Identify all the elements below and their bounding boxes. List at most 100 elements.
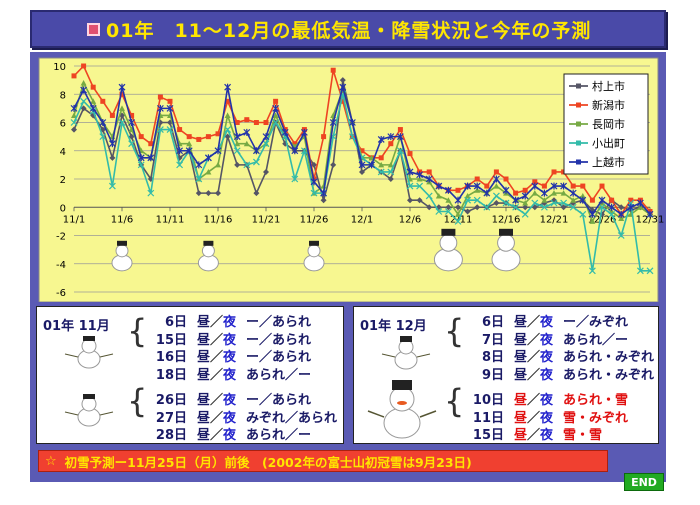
snow-day: 15日 [472,428,504,443]
data-point-stroke [224,126,232,133]
data-point-stroke [377,168,385,176]
snow-condition: ー／あられ [246,393,312,408]
snow-day: 15日 [155,332,187,348]
data-point [224,83,232,91]
data-point [521,192,529,200]
data-point [550,182,558,190]
data-point [570,197,577,203]
data-point [387,133,395,141]
data-point [186,140,193,147]
slash-label: ／ [210,350,224,365]
forecast-text: 初雪予測ー11月25日（月）前後 (2002年の富士山初冠雪は9月23日) [64,454,472,470]
data-point-stroke [291,175,299,183]
data-point [119,105,125,111]
data-point-stroke [396,147,404,155]
data-point [618,215,625,222]
data-point [522,204,529,211]
brace-icon: { [444,312,465,350]
data-point [454,196,462,204]
data-point [243,128,251,136]
large-snowman-icon [433,228,463,272]
data-point-stroke [464,196,472,204]
data-point [320,189,328,197]
data-point [541,197,548,203]
legend-marker [576,140,581,146]
data-point [378,155,384,161]
snow-condition: あられ／ー [246,428,312,443]
data-point [340,98,346,104]
data-point [473,196,481,204]
data-point-stroke [243,161,251,169]
day-label: 昼 [514,315,528,330]
day-label: 昼 [514,350,528,365]
data-point [70,104,78,112]
data-point [358,161,366,169]
data-point-stroke [387,168,395,176]
day-label: 昼 [197,393,211,408]
data-point [484,183,490,189]
x-tick-label: 12/1 [351,214,373,225]
data-point [215,190,221,197]
y-tick-label: 2 [60,175,66,186]
night-label: 夜 [540,315,554,330]
plot-area [38,57,659,302]
day-label: 昼 [197,367,211,383]
x-tick-label: 12/26 [588,214,617,225]
snow-condition: あられ／ー [563,332,629,348]
night-label: 夜 [223,315,237,330]
data-point [493,200,500,207]
data-point [464,208,471,215]
data-point [196,136,202,142]
november-title: 01年 11月 [43,319,110,334]
snow-row: 18日 昼／夜 あられ／ー [135,364,337,383]
data-point-stroke [540,203,548,211]
data-point [100,98,106,104]
data-point [474,187,481,193]
snow-day: 18日 [155,367,187,383]
data-point [579,192,586,199]
day-label: 昼 [197,428,211,443]
snow-row: 28日 昼／夜 あられ／ー [135,424,337,443]
data-point-stroke [99,133,107,141]
data-point [359,168,365,175]
december-snow-box: 01年 12月 { { 6日 昼／夜 ー／みぞれ 7日 昼／夜 あられ／ー 8日 昼／夜 あられ… [353,306,659,444]
snow-row: 16日 昼／夜 ー／あられ [135,346,337,365]
night-label: 夜 [540,428,554,443]
end-button[interactable]: END [624,473,664,491]
data-point [521,210,529,218]
data-point [588,210,596,218]
data-point [503,176,509,182]
data-point-stroke [108,182,116,190]
data-point-stroke [252,158,260,166]
snow-row: 9日 昼／夜 あられ・みぞれ [452,364,654,383]
data-point [166,104,174,112]
data-point [320,197,327,204]
data-point [109,154,116,161]
data-point [560,182,568,190]
x-tick-label: 11/11 [156,214,185,225]
data-point-stroke [425,192,433,200]
data-point [628,197,634,203]
snow-row: 11日 昼／夜 雪・みぞれ [452,407,654,426]
snow-condition: あられ・みぞれ [563,350,655,365]
legend-marker [576,121,581,127]
day-label: 昼 [514,367,528,383]
data-point [513,190,519,196]
data-point [416,176,423,182]
snow-condition: ー／あられ [246,332,312,348]
y-tick-label: -6 [56,288,66,299]
data-point [387,176,394,182]
data-point [263,168,269,175]
legend-marker [576,159,581,165]
snowman-head [307,244,321,258]
data-point [291,147,299,155]
data-point [416,197,423,204]
data-point [71,73,77,79]
data-point [512,196,520,204]
night-label: 夜 [223,410,237,426]
day-label: 昼 [197,410,211,426]
slash-label: ／ [210,410,224,426]
slash-label: ／ [527,367,541,383]
data-point-stroke [454,217,462,225]
data-point [205,168,212,175]
